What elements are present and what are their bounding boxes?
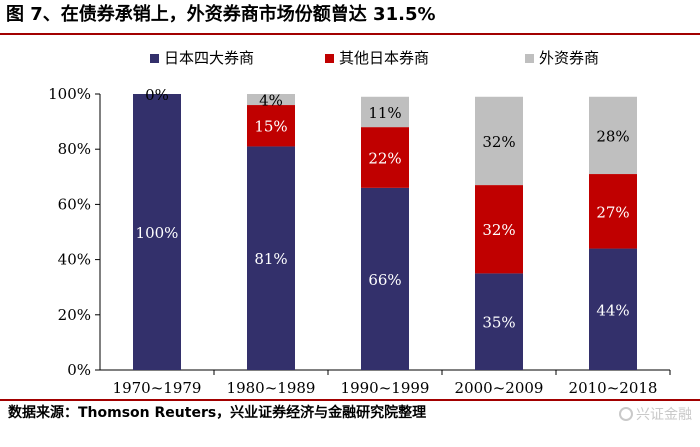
x-tick-label: 2010~2018 bbox=[569, 379, 658, 397]
data-label: 15% bbox=[254, 118, 287, 136]
source-divider bbox=[0, 399, 700, 401]
bar-segment bbox=[361, 187, 409, 370]
bar-segment bbox=[247, 105, 295, 147]
legend-swatch-1 bbox=[150, 54, 159, 63]
data-label: 22% bbox=[368, 149, 401, 167]
data-label: 4% bbox=[259, 92, 283, 110]
bar-segment bbox=[247, 146, 295, 370]
data-label: 27% bbox=[596, 203, 629, 221]
bar-segment bbox=[361, 96, 409, 128]
bar-segment bbox=[475, 96, 523, 186]
y-tick-label: 20% bbox=[58, 306, 91, 324]
chart-title: 图 7、在债券承销上，外资券商市场份额曾达 31.5% bbox=[6, 4, 436, 25]
bar-segment bbox=[589, 96, 637, 175]
bar-segment bbox=[475, 185, 523, 274]
bar-segment bbox=[133, 94, 181, 370]
y-tick-label: 100% bbox=[48, 85, 91, 103]
x-tick-label: 1980~1989 bbox=[227, 379, 316, 397]
bar-segment bbox=[589, 248, 637, 370]
bar-segment bbox=[589, 174, 637, 249]
legend-label-3: 外资券商 bbox=[539, 49, 599, 67]
y-tick-label: 40% bbox=[58, 251, 91, 269]
x-tick-label: 2000~2009 bbox=[455, 379, 544, 397]
y-tick-label: 0% bbox=[67, 361, 91, 379]
bar-segment bbox=[475, 273, 523, 370]
y-tick-label: 60% bbox=[58, 195, 91, 213]
watermark-text: 兴证金融 bbox=[636, 407, 692, 423]
legend-swatch-3 bbox=[525, 54, 534, 63]
data-label: 66% bbox=[368, 271, 401, 289]
data-label: 81% bbox=[254, 250, 287, 268]
bar-segment bbox=[247, 94, 295, 106]
data-label: 28% bbox=[596, 127, 629, 145]
wechat-icon bbox=[619, 407, 633, 421]
data-label: 32% bbox=[482, 221, 515, 239]
data-label: 44% bbox=[596, 301, 629, 319]
stacked-bar-chart: 日本四大券商 其他日本券商 外资券商 0% 20% 40% 60% 80% 100% 100% 0%… bbox=[48, 49, 671, 397]
data-label: 0% bbox=[145, 86, 169, 104]
data-label: 35% bbox=[482, 314, 515, 332]
x-tick-label: 1970~1979 bbox=[113, 379, 202, 397]
y-tick-label: 80% bbox=[58, 140, 91, 158]
data-label: 32% bbox=[482, 133, 515, 151]
legend-label-2: 其他日本券商 bbox=[339, 49, 429, 67]
data-label: 100% bbox=[136, 224, 179, 242]
bar-segment bbox=[361, 127, 409, 188]
watermark: 兴证金融 bbox=[619, 404, 692, 424]
legend-label-1: 日本四大券商 bbox=[164, 49, 254, 67]
legend-swatch-2 bbox=[325, 54, 334, 63]
source-note: 数据来源：Thomson Reuters，兴业证券经济与金融研究院整理 bbox=[8, 405, 427, 421]
data-label: 11% bbox=[368, 104, 401, 122]
x-tick-label: 1990~1999 bbox=[341, 379, 430, 397]
title-divider bbox=[0, 33, 700, 35]
